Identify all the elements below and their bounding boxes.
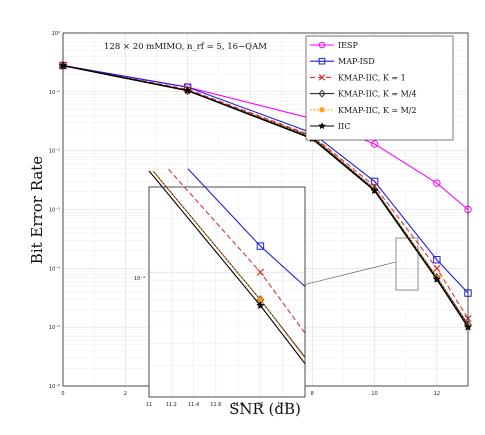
series-line (62, 64, 469, 319)
data-point-marker (256, 242, 265, 250)
y-tick-label: 10⁰ (52, 31, 60, 37)
legend-label: IESP (338, 41, 358, 50)
data-point-marker (319, 107, 325, 113)
x-tick-label: 2 (124, 391, 127, 397)
inset-x-tick-label: 11.4 (188, 402, 199, 408)
x-axis-label: SNR (dB) (229, 400, 301, 418)
data-point-marker (318, 121, 326, 130)
inset-series (148, 168, 306, 364)
series-line (62, 64, 469, 294)
zoom-region-box (395, 237, 419, 291)
inset-series-line (168, 168, 306, 334)
y-tick-label: 10⁻⁵ (49, 325, 60, 331)
data-point-marker (433, 179, 441, 187)
inset-series-line (152, 170, 306, 360)
inset-x-tick-label: 12.2 (277, 402, 288, 408)
inset-x-tick-label: 11 (146, 402, 152, 408)
inset-series-line (148, 170, 306, 364)
x-tick-label: 12 (434, 391, 440, 397)
data-point-marker (370, 177, 379, 186)
y-tick-label: 10⁻¹ (49, 90, 60, 96)
inset-background (149, 187, 305, 397)
legend-label: MAP-ISD (338, 57, 375, 66)
data-point-marker (256, 268, 265, 276)
legend: IESP MAP-ISD KMAP-IIC, K = 1 KMAP-IIC, K = … (305, 35, 454, 141)
x-tick-label: 8 (311, 391, 314, 397)
y-tick-label: 10⁻³ (49, 208, 60, 214)
inset-series-line (187, 168, 306, 287)
legend-label: KMAP-IIC, K = 1 (338, 73, 406, 82)
data-point-marker (370, 186, 379, 195)
data-point-marker (433, 264, 441, 272)
data-point-marker (433, 256, 441, 264)
data-point-marker (318, 74, 326, 81)
config-annotation: 128 × 20 mMIMO, n_rf = 5, 16−QAM (104, 42, 267, 52)
data-point-marker (256, 301, 265, 310)
legend-label: KMAP-IIC, K = M/2 (338, 106, 417, 115)
data-point-marker (318, 41, 326, 49)
y-tick-label: 10⁻⁶ (49, 384, 60, 390)
y-ticks: 10⁰ 10⁻¹ 10⁻² 10⁻³ 10⁻⁴ 10⁻⁵ 10⁻⁶ (49, 31, 60, 390)
x-tick-label: 0 (61, 391, 64, 397)
inset-x-ticks: 11 11.2 11.4 11.6 11.8 12 12.2 (146, 402, 288, 408)
inset-y-tick-label: 10⁻⁴ (134, 276, 145, 282)
inset-plot: 11 11.2 11.4 11.6 11.8 12 12.2 10⁻⁴ (134, 168, 306, 408)
zoom-connector (298, 261, 397, 287)
inset-frame (148, 186, 306, 398)
inset-x-tick-label: 11.6 (210, 402, 221, 408)
y-axis-label: Bit Error Rate (28, 156, 46, 264)
data-point-marker (432, 274, 442, 283)
legend-label: KMAP-IIC, K = M/4 (338, 90, 417, 99)
inset-x-tick-label: 12 (257, 402, 263, 408)
series-line (62, 64, 469, 328)
y-tick-label: 10⁻² (49, 149, 60, 155)
data-point-marker (257, 296, 264, 304)
inset-x-tick-label: 11.8 (233, 402, 244, 408)
data-point-marker (183, 86, 192, 95)
inset-x-tick-label: 11.2 (166, 402, 177, 408)
data-point-marker (318, 57, 326, 65)
x-tick-label: 10 (371, 391, 377, 397)
data-point-marker (318, 89, 326, 98)
legend-box (305, 35, 454, 141)
data-point-marker (370, 140, 379, 148)
y-tick-label: 10⁻⁴ (49, 266, 60, 272)
legend-label: IIC (338, 122, 350, 131)
